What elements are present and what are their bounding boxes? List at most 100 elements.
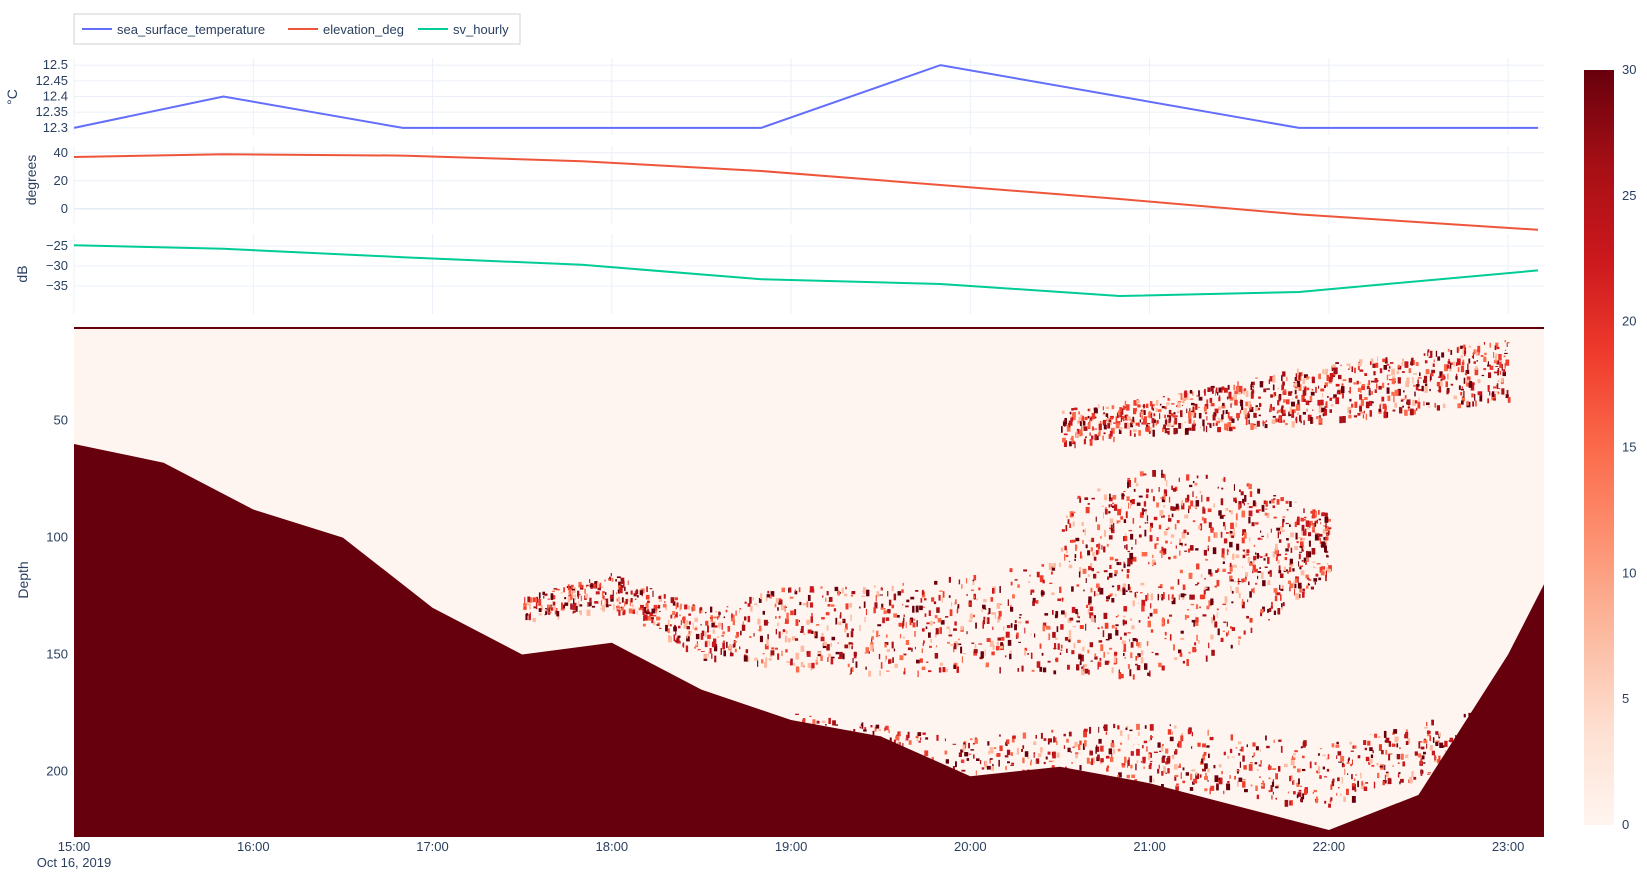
heatmap-cell <box>1159 413 1161 419</box>
heatmap-cell <box>1429 745 1433 751</box>
heatmap-cell <box>1295 532 1298 540</box>
heatmap-cell <box>916 620 918 627</box>
heatmap-cell <box>1282 391 1287 395</box>
heatmap-cell <box>1382 781 1385 786</box>
heatmap-cell <box>601 599 603 601</box>
heatmap-cell <box>1353 415 1358 418</box>
heatmap-cell <box>1124 422 1129 429</box>
heatmap-cell <box>1018 616 1021 619</box>
heatmap-cell <box>870 725 873 728</box>
heatmap-cell <box>1024 650 1027 656</box>
heatmap-cell <box>1389 362 1394 364</box>
heatmap-cell <box>1110 757 1114 762</box>
heatmap-cell <box>1340 755 1345 762</box>
legend-label-sv-hourly[interactable]: sv_hourly <box>453 22 509 37</box>
heatmap-cell <box>1074 407 1078 411</box>
heatmap-cell <box>1193 420 1195 425</box>
heatmap-cell <box>1091 757 1095 764</box>
heatmap-cell <box>1172 488 1177 492</box>
heatmap-cell <box>713 625 718 628</box>
heatmap-cell <box>1281 405 1284 409</box>
heatmap-cell <box>1232 553 1235 560</box>
heatmap-cell <box>1145 595 1148 602</box>
heatmap-cell <box>1083 426 1088 431</box>
heatmap-cell <box>1132 638 1137 642</box>
heatmap-cell <box>1179 550 1181 556</box>
heatmap-cell <box>802 719 805 725</box>
heatmap-cell <box>1252 755 1254 758</box>
heatmap-cell <box>1458 385 1461 390</box>
heatmap-cell <box>1278 570 1282 574</box>
heatmap-cell <box>1285 399 1290 405</box>
heatmap-cell <box>682 616 686 624</box>
heatmap-cell <box>1297 516 1300 521</box>
heatmap-cell <box>1202 419 1205 427</box>
heatmap-cell <box>623 609 626 611</box>
heatmap-cell <box>847 663 850 668</box>
heatmap-cell <box>1063 733 1066 737</box>
heatmap-cell <box>1184 390 1188 398</box>
heatmap-cell <box>651 617 654 624</box>
heatmap-cell <box>1126 774 1130 779</box>
heatmap-cell <box>1061 529 1065 532</box>
heatmap-cell <box>999 734 1001 737</box>
heatmap-cell <box>1033 741 1037 745</box>
heatmap-cell <box>1376 763 1379 766</box>
heatmap-cell <box>1250 404 1252 410</box>
heatmap-cell <box>547 609 549 613</box>
heatmap-cell <box>1190 603 1195 606</box>
heatmap-cell <box>1299 565 1304 567</box>
heatmap-cell <box>1318 536 1320 541</box>
heatmap-cell <box>1171 594 1174 601</box>
heatmap-cell <box>1055 611 1059 618</box>
legend-label-elevation-deg[interactable]: elevation_deg <box>323 22 404 37</box>
heatmap-cell <box>1278 416 1282 423</box>
heatmap-cell <box>1299 567 1302 570</box>
heatmap-cell <box>1293 753 1296 756</box>
heatmap-cell <box>1386 363 1390 366</box>
heatmap-cell <box>1017 625 1019 627</box>
heatmap-cell <box>1263 558 1266 561</box>
heatmap-cell <box>695 644 700 646</box>
heatmap-cell <box>1052 610 1054 615</box>
heatmap-cell <box>1315 417 1319 420</box>
heatmap-cell <box>1148 426 1152 434</box>
heatmap-cell <box>1379 403 1382 406</box>
heatmap-cell <box>1100 536 1102 539</box>
heatmap-cell <box>733 640 736 647</box>
heatmap-cell <box>1401 753 1404 760</box>
heatmap-cell <box>1353 778 1356 782</box>
heatmap-cell <box>1154 543 1157 549</box>
heatmap-cell <box>1137 743 1140 745</box>
heatmap-cell <box>994 612 997 619</box>
heatmap-cell <box>1084 416 1088 421</box>
heatmap-cell <box>1140 582 1145 586</box>
heatmap-cell <box>1085 506 1090 514</box>
heatmap-cell <box>552 590 555 592</box>
heatmap-cell <box>1223 538 1228 544</box>
heatmap-cell <box>1231 590 1234 594</box>
heatmap-cell <box>727 626 731 632</box>
heatmap-cell <box>1340 793 1342 797</box>
heatmap-cell <box>1353 382 1358 385</box>
heatmap-cell <box>1289 587 1291 592</box>
heatmap-cell <box>717 636 720 639</box>
heatmap-cell <box>767 590 770 594</box>
heatmap-cell <box>865 608 868 616</box>
heatmap-cell <box>1317 399 1321 406</box>
heatmap-cell <box>1076 620 1080 623</box>
heatmap-cell <box>930 639 932 643</box>
heatmap-cell <box>1006 739 1010 745</box>
legend-label-sea-surface-temperature[interactable]: sea_surface_temperature <box>117 22 265 37</box>
x-tick-label: 21:00 <box>1133 839 1166 854</box>
heatmap-cell <box>861 595 866 597</box>
heatmap-cell <box>1467 363 1469 370</box>
heatmap-cell <box>1313 566 1316 569</box>
heatmap-cell <box>1195 507 1197 509</box>
heatmap-cell <box>835 724 838 726</box>
heatmap-cell <box>1223 621 1227 623</box>
heatmap-cell <box>1349 741 1352 745</box>
heatmap-cell <box>1503 355 1506 358</box>
heatmap-cell <box>570 603 573 610</box>
legend[interactable]: sea_surface_temperature elevation_deg sv… <box>73 13 521 45</box>
